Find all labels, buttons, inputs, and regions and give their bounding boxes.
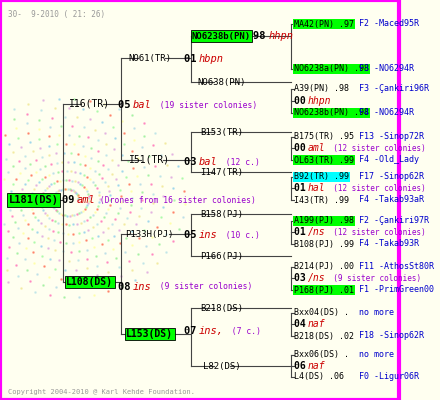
Text: F1 -PrimGreen00: F1 -PrimGreen00 <box>359 286 434 294</box>
Text: P133H(PJ): P133H(PJ) <box>125 230 174 238</box>
Text: F18 -Sinop62R: F18 -Sinop62R <box>359 332 424 340</box>
Text: (19 sister colonies): (19 sister colonies) <box>150 101 258 110</box>
Text: MA42(PN) .97: MA42(PN) .97 <box>294 20 354 28</box>
Text: F3 -Çankiri96R: F3 -Çankiri96R <box>359 84 429 93</box>
Text: A39(PN) .98: A39(PN) .98 <box>294 84 349 93</box>
Text: F2 -Çankiri97R: F2 -Çankiri97R <box>359 216 429 225</box>
Text: (12 sister colonies): (12 sister colonies) <box>324 228 425 236</box>
Text: hal: hal <box>308 183 325 193</box>
Text: 04: 04 <box>294 319 312 329</box>
Text: 06: 06 <box>294 361 312 371</box>
Text: Bxx06(DS) .: Bxx06(DS) . <box>294 350 349 359</box>
Text: 05: 05 <box>118 100 136 110</box>
Text: L153(DS): L153(DS) <box>126 329 173 339</box>
Text: I16(TR): I16(TR) <box>69 99 110 109</box>
Text: 00: 00 <box>294 96 312 106</box>
Text: 98: 98 <box>253 31 272 41</box>
Text: F4 -Takab93aR: F4 -Takab93aR <box>359 196 424 204</box>
Text: 01: 01 <box>183 54 202 64</box>
Text: ins: ins <box>133 282 152 292</box>
Text: I147(TR): I147(TR) <box>200 168 243 176</box>
Text: 30-  9-2010 ( 21: 26): 30- 9-2010 ( 21: 26) <box>8 10 105 19</box>
Text: 09: 09 <box>62 195 81 205</box>
Text: (9 sister colonies): (9 sister colonies) <box>324 274 421 282</box>
Text: 05: 05 <box>183 230 202 240</box>
Text: NO61(TR): NO61(TR) <box>128 54 171 62</box>
Text: B218(DS) .02: B218(DS) .02 <box>294 332 354 340</box>
Text: naf: naf <box>308 361 325 371</box>
Text: (12 sister colonies): (12 sister colonies) <box>324 144 425 152</box>
Text: Copyright 2004-2010 @ Karl Kehde Foundation.: Copyright 2004-2010 @ Karl Kehde Foundat… <box>8 389 195 395</box>
Text: I43(TR) .99: I43(TR) .99 <box>294 196 349 204</box>
Text: aml: aml <box>308 143 325 153</box>
Text: B158(PJ): B158(PJ) <box>200 210 243 218</box>
Text: aml: aml <box>77 195 96 205</box>
Text: 01: 01 <box>294 183 312 193</box>
Text: (10 c.): (10 c.) <box>216 231 260 240</box>
Text: F3 -NO6294R: F3 -NO6294R <box>359 64 414 73</box>
Text: B175(TR) .95: B175(TR) .95 <box>294 132 354 141</box>
Text: B218(DS): B218(DS) <box>200 304 243 312</box>
Text: B153(TR): B153(TR) <box>200 128 243 136</box>
Text: F17 -Sinop62R: F17 -Sinop62R <box>359 172 424 181</box>
Text: hhpn: hhpn <box>308 96 331 106</box>
Text: B214(PJ) .00: B214(PJ) .00 <box>294 262 354 271</box>
Text: F4 -Takab93R: F4 -Takab93R <box>359 240 419 248</box>
Text: F11 -AthosSt80R: F11 -AthosSt80R <box>359 262 434 271</box>
Text: ins,: ins, <box>199 326 224 336</box>
Text: 00: 00 <box>294 143 312 153</box>
Text: hhpn: hhpn <box>268 31 293 41</box>
Text: 01: 01 <box>294 227 312 237</box>
Text: naf: naf <box>308 319 325 329</box>
Text: B92(TR) .99: B92(TR) .99 <box>294 172 349 181</box>
Text: /ns: /ns <box>308 227 325 237</box>
Text: F4 -Old_Lady: F4 -Old_Lady <box>359 156 419 164</box>
Text: OL63(TR) .99: OL63(TR) .99 <box>294 156 354 164</box>
Text: F13 -Sinop72R: F13 -Sinop72R <box>359 132 424 141</box>
Text: 03: 03 <box>183 157 202 167</box>
Text: 07: 07 <box>183 326 202 336</box>
Text: hbpn: hbpn <box>199 54 224 64</box>
Text: L82(DS): L82(DS) <box>203 362 240 370</box>
Text: /ns: /ns <box>308 273 325 283</box>
Text: P166(PJ): P166(PJ) <box>200 252 243 260</box>
Text: (12 sister colonies): (12 sister colonies) <box>324 184 425 192</box>
Text: bal: bal <box>133 100 152 110</box>
Text: L181(DS): L181(DS) <box>9 195 59 205</box>
Text: (12 c.): (12 c.) <box>216 158 260 166</box>
Text: A199(PJ) .98: A199(PJ) .98 <box>294 216 354 225</box>
Text: ins: ins <box>199 230 217 240</box>
Text: I51(TR): I51(TR) <box>129 155 170 165</box>
Text: NO6238b(PN) .98: NO6238b(PN) .98 <box>294 108 369 117</box>
Text: P168(PJ) .01: P168(PJ) .01 <box>294 286 354 294</box>
Text: NO6238a(PN) .98: NO6238a(PN) .98 <box>294 64 369 73</box>
Text: (Drones from 16 sister colonies): (Drones from 16 sister colonies) <box>95 196 256 204</box>
Text: F4 -NO6294R: F4 -NO6294R <box>359 108 414 117</box>
Text: F2 -Maced95R: F2 -Maced95R <box>359 20 419 28</box>
Text: (9 sister colonies): (9 sister colonies) <box>150 282 253 291</box>
Text: L4(DS) .06: L4(DS) .06 <box>294 372 344 381</box>
Text: 03: 03 <box>294 273 312 283</box>
Text: B108(PJ) .99: B108(PJ) .99 <box>294 240 354 248</box>
Text: F0 -Ligur06R: F0 -Ligur06R <box>359 372 419 381</box>
Text: Bxx04(DS) .: Bxx04(DS) . <box>294 308 349 317</box>
Text: (7 c.): (7 c.) <box>221 327 260 336</box>
Text: 08: 08 <box>118 282 136 292</box>
Text: NO6238b(PN): NO6238b(PN) <box>192 32 251 40</box>
Text: bal: bal <box>199 157 217 167</box>
Text: no more: no more <box>359 350 394 359</box>
Text: NO638(PN): NO638(PN) <box>197 78 246 86</box>
Text: no more: no more <box>359 308 394 317</box>
Text: L108(DS): L108(DS) <box>66 277 113 287</box>
